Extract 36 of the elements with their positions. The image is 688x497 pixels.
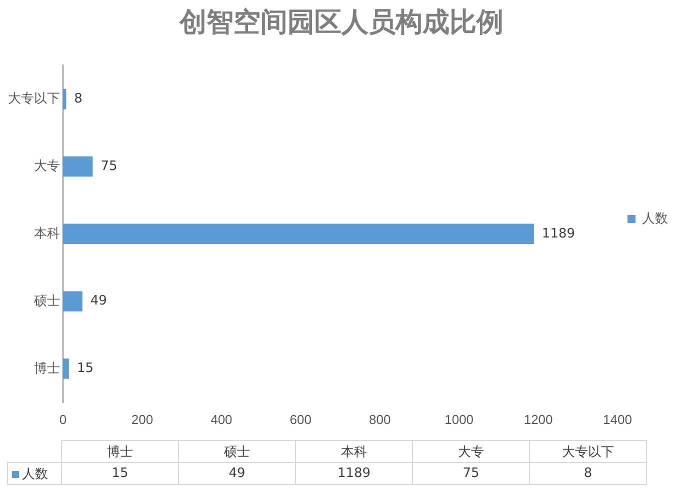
y-tick-label: 大专以下 — [8, 90, 60, 106]
data-label: 49 — [178, 462, 296, 484]
legend-label: 人数 — [642, 210, 668, 226]
category-label: 大专 — [412, 440, 530, 462]
legend-label: 人数 — [8, 462, 62, 484]
data-label: 8 — [530, 462, 646, 484]
data-label: 1189 — [542, 226, 576, 242]
x-tick-label: 1000 — [444, 412, 474, 427]
bar — [63, 88, 66, 110]
category-label: 大专以下 — [530, 440, 646, 462]
x-tick-label: 1200 — [524, 412, 553, 427]
data-label: 15 — [76, 361, 94, 376]
bar — [63, 156, 93, 177]
x-tick-label: 600 — [290, 412, 312, 427]
x-tick-label: 200 — [131, 412, 154, 427]
bar — [63, 224, 534, 244]
x-tick-label: 1400 — [603, 412, 632, 427]
x-tick-label: 400 — [210, 412, 232, 427]
chart-title: 创智空间园区人员构成比例 — [178, 7, 504, 38]
category-label: 博士 — [62, 440, 178, 462]
data-label: 75 — [412, 462, 530, 484]
x-tick-label: 0 — [59, 412, 67, 427]
category-label: 硕士 — [178, 440, 296, 462]
y-tick-label: 博士 — [34, 360, 60, 376]
data-label: 1189 — [296, 462, 412, 484]
bar — [63, 291, 82, 312]
x-tick-label: 800 — [369, 412, 391, 427]
data-label: 15 — [62, 462, 178, 484]
bar — [63, 358, 69, 379]
y-tick-label: 硕士 — [33, 292, 60, 308]
category-label: 本科 — [296, 440, 412, 462]
data-label: 75 — [100, 158, 118, 174]
data-label: 8 — [74, 91, 82, 106]
y-tick-label: 大专 — [34, 158, 60, 174]
y-tick-label: 本科 — [34, 225, 60, 240]
data-label: 49 — [90, 294, 107, 309]
